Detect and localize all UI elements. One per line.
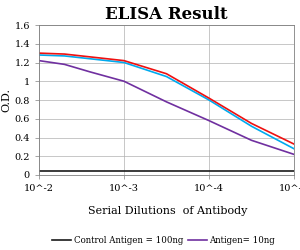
Line: Antigen= 100ng: Antigen= 100ng bbox=[39, 53, 294, 144]
Control Antigen = 100ng bbox=[292, 170, 296, 173]
Antigen= 100ng bbox=[122, 59, 126, 62]
Y-axis label: O.D.: O.D. bbox=[2, 88, 12, 112]
Antigen= 50ng bbox=[37, 54, 41, 56]
Antigen= 50ng bbox=[292, 147, 296, 150]
Control Antigen = 100ng bbox=[37, 170, 41, 173]
Antigen= 100ng bbox=[250, 122, 253, 125]
Legend: Control Antigen = 100ng, Antigen= 50ng, Antigen= 10ng, Antigen= 100ng: Control Antigen = 100ng, Antigen= 50ng, … bbox=[52, 236, 280, 250]
Antigen= 50ng bbox=[122, 61, 126, 64]
Antigen= 10ng bbox=[122, 80, 126, 83]
Control Antigen = 100ng bbox=[250, 170, 253, 173]
Antigen= 10ng bbox=[292, 153, 296, 156]
Control Antigen = 100ng bbox=[122, 170, 126, 173]
Antigen= 50ng bbox=[88, 57, 92, 60]
Antigen= 10ng bbox=[207, 119, 211, 122]
Line: Antigen= 10ng: Antigen= 10ng bbox=[39, 60, 294, 154]
Antigen= 100ng bbox=[292, 142, 296, 146]
Antigen= 10ng bbox=[63, 63, 66, 66]
Antigen= 50ng bbox=[207, 98, 211, 102]
Antigen= 10ng bbox=[88, 70, 92, 74]
Antigen= 50ng bbox=[165, 75, 168, 78]
Control Antigen = 100ng bbox=[207, 170, 211, 173]
Antigen= 100ng bbox=[63, 52, 66, 56]
Antigen= 100ng bbox=[37, 52, 41, 55]
Antigen= 100ng bbox=[165, 72, 168, 75]
Antigen= 100ng bbox=[207, 96, 211, 100]
Antigen= 50ng bbox=[63, 54, 66, 58]
Antigen= 10ng bbox=[165, 100, 168, 103]
Control Antigen = 100ng bbox=[80, 170, 83, 173]
Line: Antigen= 50ng: Antigen= 50ng bbox=[39, 55, 294, 149]
Antigen= 10ng bbox=[37, 59, 41, 62]
Antigen= 50ng bbox=[250, 125, 253, 128]
Text: Serial Dilutions  of Antibody: Serial Dilutions of Antibody bbox=[88, 206, 248, 216]
Antigen= 100ng bbox=[88, 56, 92, 58]
Title: ELISA Result: ELISA Result bbox=[105, 6, 228, 24]
Control Antigen = 100ng bbox=[165, 170, 168, 173]
Antigen= 10ng bbox=[250, 139, 253, 142]
